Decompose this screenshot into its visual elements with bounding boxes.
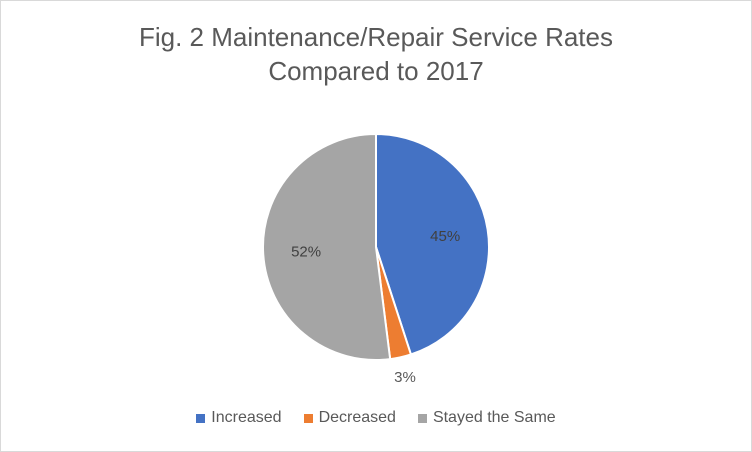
chart-title: Fig. 2 Maintenance/Repair Service Rates …: [0, 20, 752, 88]
legend-label-decreased: Decreased: [318, 409, 396, 426]
pie-slice-stayed-the-same: [262, 132, 392, 361]
data-label-increased: 45%: [430, 228, 460, 245]
pie-data-labels: 45% 3% 52%: [291, 228, 460, 386]
legend-label-increased: Increased: [211, 409, 282, 426]
pie-slice-increased: [375, 132, 490, 356]
data-label-stayed-the-same: 52%: [291, 243, 321, 260]
data-label-decreased: 3%: [394, 369, 416, 386]
legend-swatch-decreased: [303, 413, 313, 423]
chart-title-line-2: Compared to 2017: [268, 56, 484, 86]
legend-item-stayed-the-same: Stayed the Same: [417, 409, 556, 427]
legend: Increased Decreased Stayed the Same: [0, 409, 752, 427]
legend-item-increased: Increased: [196, 409, 282, 427]
legend-swatch-stayed-the-same: [417, 413, 427, 423]
legend-swatch-increased: [196, 413, 206, 423]
legend-item-decreased: Decreased: [303, 409, 396, 427]
chart-title-line-1: Fig. 2 Maintenance/Repair Service Rates: [138, 22, 613, 52]
legend-label-stayed-the-same: Stayed the Same: [432, 409, 556, 426]
pie-slices: [262, 132, 490, 361]
